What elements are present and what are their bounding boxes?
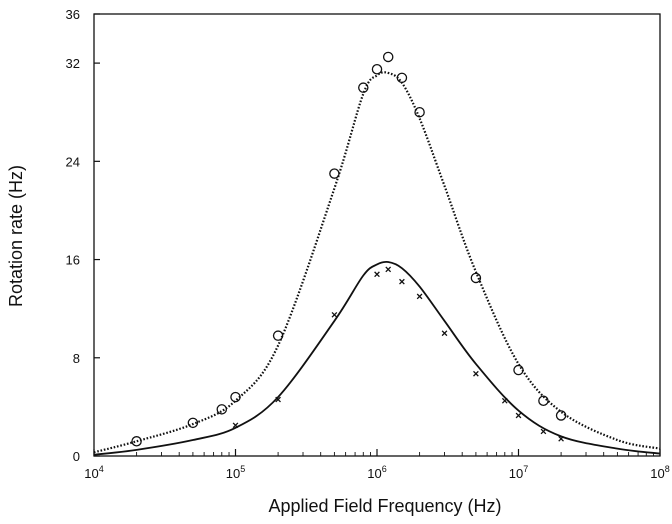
circle-data-point [187, 417, 199, 429]
x-tick-label: 106 [367, 464, 386, 481]
x-axis-ticks: 104 105 106 107 108 [84, 449, 670, 481]
circle-data-point [272, 330, 284, 341]
y-axis-title: Rotation rate (Hz) [6, 165, 26, 307]
circle-data-point [371, 64, 383, 75]
x-data-point [275, 396, 281, 403]
circle-data-point [329, 168, 340, 179]
circle-data-point [470, 272, 482, 284]
x-data-point [540, 428, 547, 435]
x-data-point [385, 266, 392, 273]
x-data-point [501, 397, 508, 404]
x-tick-base: 10 [226, 466, 240, 481]
x-tick-label: 107 [509, 464, 528, 481]
y-tick-label: 32 [66, 56, 80, 71]
circle-data-point [513, 364, 524, 376]
x-tick-base: 10 [84, 466, 98, 481]
x-tick-exponent: 4 [99, 464, 104, 474]
y-tick-label: 0 [73, 449, 80, 464]
fit-curves [93, 71, 661, 456]
x-tick-exponent: 7 [523, 464, 528, 474]
x-tick-exponent: 8 [665, 464, 670, 474]
x-data-point [416, 293, 423, 300]
y-tick-label: 16 [66, 253, 80, 268]
x-tick-label: 104 [84, 464, 103, 481]
x-tick-base: 10 [509, 466, 523, 481]
circle-data-point [382, 51, 394, 63]
x-tick-exponent: 6 [382, 464, 387, 474]
circle-data-point [358, 82, 369, 93]
x-data-point [331, 311, 338, 318]
x-tick-base: 10 [650, 466, 664, 481]
x-axis-title: Applied Field Frequency (Hz) [268, 496, 501, 516]
circle-data-point [538, 395, 549, 406]
x-data-point [232, 422, 239, 429]
data-markers [131, 51, 567, 447]
circle-data-point [555, 410, 567, 421]
x-data-point [473, 370, 479, 377]
circle-data-point [230, 391, 241, 403]
circle-data-point [131, 436, 142, 447]
y-tick-label: 36 [66, 7, 80, 22]
y-tick-label: 24 [66, 154, 80, 169]
x-tick-base: 10 [367, 466, 381, 481]
y-tick-label: 8 [73, 351, 80, 366]
dotted-fit-curve [93, 71, 661, 454]
circle-data-point [216, 404, 228, 415]
x-tick-label: 108 [650, 464, 669, 481]
circle-data-point [414, 106, 425, 118]
x-tick-exponent: 5 [240, 464, 245, 474]
circle-data-point [396, 72, 408, 84]
plot-frame [93, 13, 661, 457]
solid-fit-curve [93, 260, 661, 456]
x-data-point [399, 278, 405, 285]
x-data-point [558, 435, 564, 442]
x-data-point [374, 271, 380, 278]
x-data-point [515, 412, 522, 419]
y-axis-ticks: 0 8 16 24 32 36 [66, 7, 100, 464]
x-tick-label: 105 [226, 464, 245, 481]
x-data-point [441, 330, 448, 337]
